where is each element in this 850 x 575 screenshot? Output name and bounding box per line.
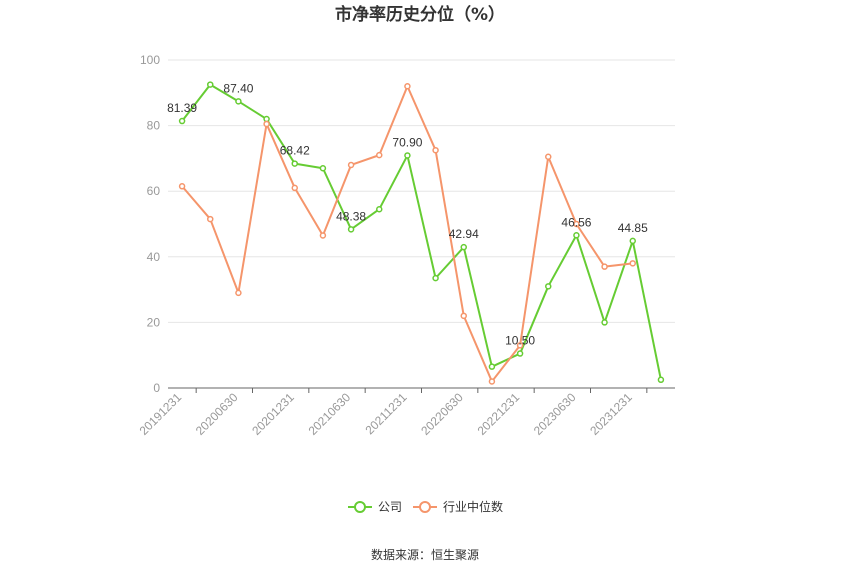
data-point [347,226,355,233]
data-point [545,283,552,290]
data-point [235,98,242,105]
y-axis-ticks: 0 20 40 60 80 100 [140,53,160,395]
data-point [488,363,496,370]
data-point [178,117,186,125]
series-lines [181,83,662,383]
series-points [178,81,665,385]
data-label: 46.56 [561,215,591,229]
data-point [291,184,298,192]
data-point [207,215,214,223]
y-tick-label: 100 [140,53,160,67]
series-line-1 [181,85,633,383]
data-point [319,164,327,172]
x-axis: 20191231 20200630 20201231 20210630 20211231… [137,387,675,438]
x-tick-label: 20191231 [137,390,185,438]
data-point [319,232,327,239]
data-point [376,205,383,213]
data-point [516,350,524,357]
grid-lines [168,59,675,323]
legend-marker-industry [419,501,431,513]
y-tick-label: 20 [147,315,161,329]
data-point [460,243,467,251]
data-point [347,161,355,169]
y-tick-label: 60 [147,184,161,198]
data-point [629,260,636,267]
data-label: 81.39 [167,101,197,115]
data-point [178,183,186,190]
chart-title: 市净率历史分位（%） [335,4,505,25]
x-tick-label: 20230630 [531,390,579,438]
data-point [291,160,298,167]
x-tick-label: 20220630 [418,390,466,438]
data-labels: 81.39 87.40 68.42 48.38 70.90 42.94 10.50 46.56… [167,81,648,347]
data-point [263,120,270,128]
data-point [629,237,636,245]
y-tick-label: 80 [147,119,161,133]
legend[interactable]: 公司 行业中位数 [348,499,503,514]
legend-item-industry[interactable]: 行业中位数 [413,499,503,514]
data-point [432,274,439,282]
data-point [573,232,580,239]
legend-label-company: 公司 [378,500,402,514]
data-point [601,319,608,326]
x-tick-label: 20210630 [306,390,354,438]
data-point [516,342,524,349]
data-label: 68.42 [280,144,310,158]
data-point [207,81,214,88]
data-label: 42.94 [449,227,479,241]
series-line-0 [181,83,662,380]
legend-label-industry: 行业中位数 [443,499,503,514]
data-point [573,220,580,228]
x-tick-label: 20200630 [193,390,241,438]
data-point [235,289,242,297]
data-point [657,376,665,384]
data-point [432,146,439,154]
data-point [488,378,496,385]
x-tick-label: 20231231 [587,390,635,438]
source-note: 数据来源：恒生聚源 [371,547,479,562]
data-label: 44.85 [618,221,648,235]
data-point [404,82,411,90]
data-point [376,151,383,159]
data-label: 10.50 [505,334,535,348]
data-point [460,312,467,320]
data-point [545,153,552,161]
y-tick-label: 40 [147,250,161,264]
legend-item-company[interactable]: 公司 [348,500,402,514]
data-point [601,263,608,270]
x-tick-label: 20201231 [249,390,297,438]
data-label: 87.40 [223,81,253,95]
data-point [404,152,411,159]
legend-marker-company [354,501,366,513]
x-tick-label: 20221231 [475,390,523,438]
x-tick-label: 20211231 [363,390,410,437]
data-label: 48.38 [336,209,366,223]
y-tick-label: 0 [153,381,160,395]
data-label: 70.90 [392,135,422,149]
